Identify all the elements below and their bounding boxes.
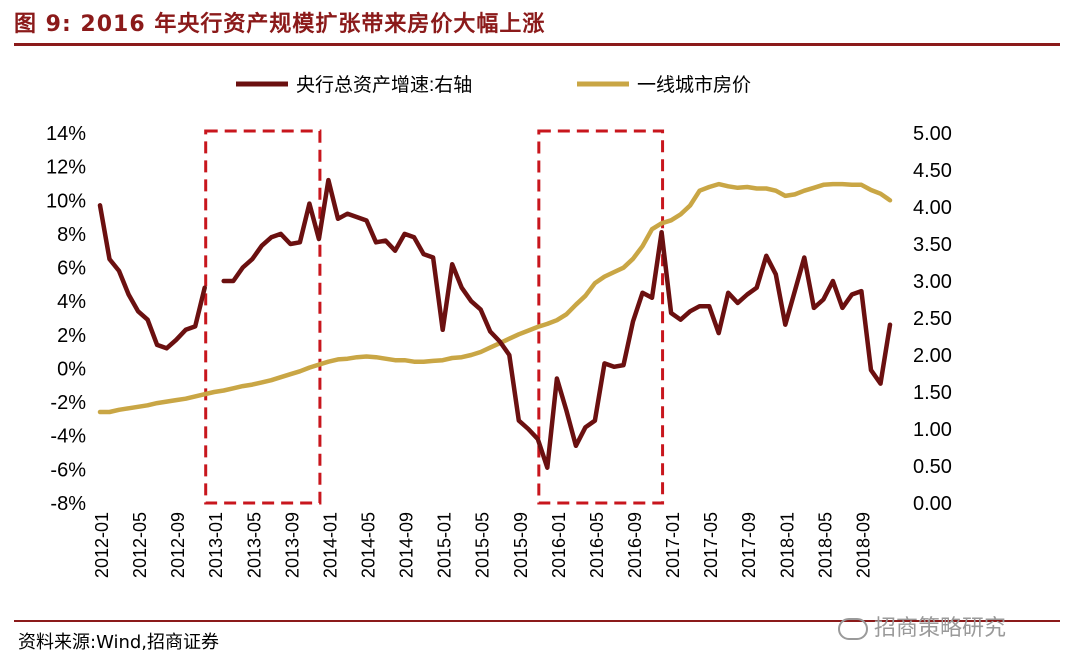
title-divider — [14, 43, 1060, 46]
right-axis-tick-label: 0.00 — [913, 493, 952, 515]
figure-title: 图 9: 2016 年央行资产规模扩张带来房价大幅上涨 — [14, 12, 546, 37]
x-axis-tick-label: 2012-09 — [168, 512, 188, 578]
right-axis-tick-label: 2.00 — [913, 345, 952, 367]
x-axis-tick-label: 2016-05 — [587, 512, 607, 578]
watermark-text: 招商策略研究 — [874, 616, 1007, 641]
legend: 央行总资产增速:右轴 一线城市房价 — [236, 74, 751, 96]
right-axis-tick-label: 4.00 — [913, 197, 952, 219]
left-axis-tick-label: 2% — [57, 325, 86, 347]
right-axis-tick-label: 3.00 — [913, 271, 952, 293]
x-axis-tick-label: 2014-09 — [397, 512, 417, 578]
x-axis-tick-label: 2012-01 — [92, 512, 112, 578]
legend-label-house-price: 一线城市房价 — [637, 74, 751, 96]
x-axis-tick-label: 2018-01 — [777, 512, 797, 578]
legend-label-cb-assets: 央行总资产增速:右轴 — [296, 74, 472, 96]
series-line-cb-assets — [221, 177, 893, 470]
right-axis-tick-label: 3.50 — [913, 234, 952, 256]
left-axis-tick-label: 14% — [46, 123, 86, 145]
left-axis-tick-label: 4% — [57, 291, 86, 313]
highlight-box-2 — [537, 129, 665, 505]
plot-area: 14% 12% 10% 8% 6% 4% 2% 0% -2% -4% -6% -8% 5.00 4.50 4… — [46, 123, 952, 578]
x-axis-tick-label: 2016-09 — [625, 512, 645, 578]
left-axis-tick-label: 8% — [57, 224, 86, 246]
x-axis-tick-label: 2017-09 — [739, 512, 759, 578]
left-axis-tick-label: -2% — [50, 392, 86, 414]
x-axis-tick-label: 2012-05 — [130, 512, 150, 578]
x-axis-tick-label: 2017-05 — [701, 512, 721, 578]
left-axis-tick-label: 12% — [46, 157, 86, 179]
right-axis-tick-label: 1.50 — [913, 382, 952, 404]
x-axis-tick-label: 2015-09 — [511, 512, 531, 578]
x-axis-tick-label: 2013-09 — [282, 512, 302, 578]
right-axis-tick-label: 4.50 — [913, 160, 952, 182]
series-line-cb-assets — [97, 203, 207, 351]
x-axis-tick-label: 2013-05 — [244, 512, 264, 578]
left-axis-tick-label: 0% — [57, 358, 86, 380]
left-axis-tick-label: -4% — [50, 426, 86, 448]
x-axis-tick-label: 2014-01 — [320, 512, 340, 578]
right-axis-tick-label: 1.00 — [913, 419, 952, 441]
series-line-house-price — [97, 181, 893, 415]
footer-divider — [14, 620, 1060, 622]
x-axis-tick-label: 2018-05 — [815, 512, 835, 578]
x-axis-tick-label: 2017-01 — [663, 512, 683, 578]
right-axis-tick-label: 5.00 — [913, 123, 952, 145]
x-axis-tick-label: 2016-01 — [549, 512, 569, 578]
left-axis-tick-label: -6% — [50, 459, 86, 481]
x-axis-tick-label: 2014-05 — [359, 512, 379, 578]
watermark: 招商策略研究 — [838, 610, 1006, 642]
left-axis-tick-label: -8% — [50, 493, 86, 515]
x-axis-tick-label: 2015-05 — [473, 512, 493, 578]
right-axis-tick-label: 2.50 — [913, 308, 952, 330]
source-note: 资料来源:Wind,招商证券 — [18, 632, 220, 653]
x-axis-tick-label: 2018-09 — [853, 512, 873, 578]
x-axis-tick-label: 2015-01 — [435, 512, 455, 578]
highlight-box-1 — [204, 129, 322, 505]
right-axis-tick-label: 0.50 — [913, 456, 952, 478]
x-axis-tick-label: 2013-01 — [206, 512, 226, 578]
left-axis-tick-label: 10% — [46, 190, 86, 212]
wechat-icon — [838, 618, 868, 640]
left-axis-tick-label: 6% — [57, 258, 86, 280]
